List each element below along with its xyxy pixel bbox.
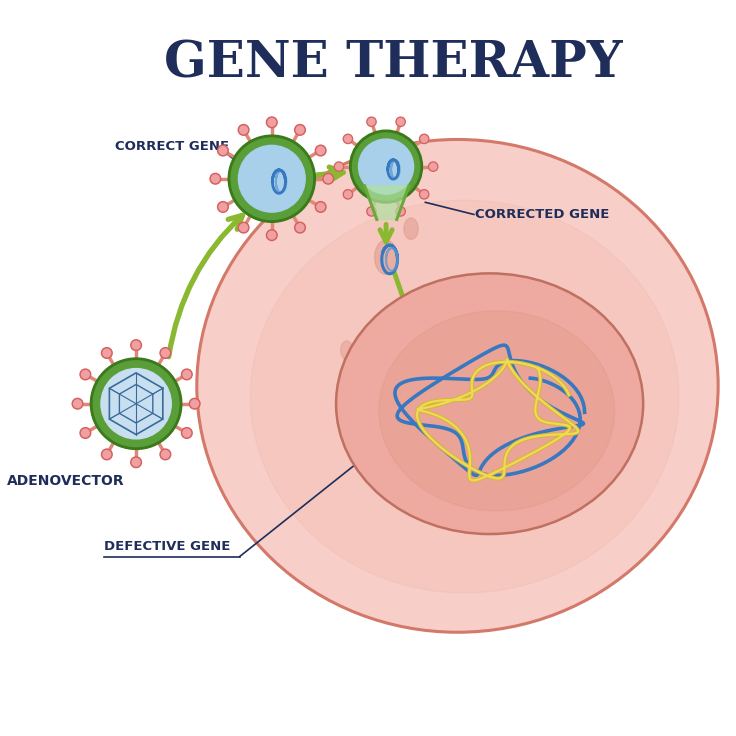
Circle shape xyxy=(420,190,429,199)
Circle shape xyxy=(102,347,112,358)
Circle shape xyxy=(219,203,227,210)
Ellipse shape xyxy=(336,273,643,534)
Circle shape xyxy=(218,202,228,212)
Text: CORRECT GENE: CORRECT GENE xyxy=(115,140,229,153)
Circle shape xyxy=(182,369,192,380)
Polygon shape xyxy=(364,186,409,219)
Circle shape xyxy=(82,429,89,437)
Circle shape xyxy=(396,117,406,127)
Text: ADENOVECTOR: ADENOVECTOR xyxy=(7,474,125,488)
Ellipse shape xyxy=(406,290,452,317)
Circle shape xyxy=(74,400,82,408)
Circle shape xyxy=(368,118,375,125)
Circle shape xyxy=(93,361,179,447)
Circle shape xyxy=(296,126,304,134)
Circle shape xyxy=(103,349,110,357)
Circle shape xyxy=(268,118,276,126)
Circle shape xyxy=(228,135,315,222)
Circle shape xyxy=(102,449,112,460)
Text: NUCLEUS: NUCLEUS xyxy=(453,472,526,486)
Circle shape xyxy=(358,139,414,194)
Circle shape xyxy=(397,118,404,125)
Circle shape xyxy=(231,138,313,219)
Circle shape xyxy=(132,459,140,466)
Circle shape xyxy=(421,135,428,142)
Circle shape xyxy=(238,124,249,135)
Circle shape xyxy=(325,175,332,183)
Circle shape xyxy=(316,146,325,155)
Circle shape xyxy=(367,207,376,216)
Ellipse shape xyxy=(341,341,353,359)
Circle shape xyxy=(428,162,438,171)
Circle shape xyxy=(131,340,141,350)
Text: CORRECTED GENE: CORRECTED GENE xyxy=(475,208,609,221)
Circle shape xyxy=(344,191,351,198)
Ellipse shape xyxy=(353,367,369,391)
Circle shape xyxy=(80,369,91,380)
Circle shape xyxy=(160,347,171,358)
Ellipse shape xyxy=(197,139,718,632)
Circle shape xyxy=(161,349,169,357)
Circle shape xyxy=(266,230,277,241)
Circle shape xyxy=(343,190,353,199)
Circle shape xyxy=(266,117,277,127)
Circle shape xyxy=(397,208,404,215)
Circle shape xyxy=(420,134,429,144)
Ellipse shape xyxy=(379,311,615,511)
Circle shape xyxy=(72,398,83,409)
Circle shape xyxy=(183,370,191,378)
Circle shape xyxy=(160,449,171,460)
Circle shape xyxy=(183,429,191,437)
Circle shape xyxy=(132,342,140,349)
Circle shape xyxy=(421,191,428,198)
Circle shape xyxy=(238,222,249,233)
Circle shape xyxy=(91,358,182,450)
Circle shape xyxy=(315,202,326,212)
Circle shape xyxy=(182,428,192,439)
Circle shape xyxy=(344,135,351,142)
Circle shape xyxy=(294,124,305,135)
Circle shape xyxy=(131,457,141,467)
Ellipse shape xyxy=(573,317,613,347)
Circle shape xyxy=(82,370,89,378)
Ellipse shape xyxy=(375,240,397,275)
Circle shape xyxy=(368,208,375,215)
Circle shape xyxy=(323,174,333,184)
Circle shape xyxy=(353,133,420,200)
Circle shape xyxy=(268,231,276,239)
Circle shape xyxy=(240,126,247,134)
Circle shape xyxy=(210,174,221,184)
Text: GENE THERAPY: GENE THERAPY xyxy=(164,40,623,88)
Circle shape xyxy=(350,130,422,203)
Circle shape xyxy=(189,398,200,409)
Circle shape xyxy=(315,145,326,156)
Circle shape xyxy=(396,207,406,216)
Circle shape xyxy=(294,222,305,233)
Circle shape xyxy=(316,203,325,210)
Circle shape xyxy=(219,146,227,155)
Text: DEFECTIVE GENE: DEFECTIVE GENE xyxy=(104,540,230,553)
Circle shape xyxy=(367,117,376,127)
Circle shape xyxy=(296,224,304,231)
Circle shape xyxy=(191,400,199,408)
Circle shape xyxy=(218,145,228,156)
Circle shape xyxy=(101,369,171,439)
Circle shape xyxy=(240,224,247,231)
Circle shape xyxy=(238,146,305,212)
Circle shape xyxy=(430,163,436,170)
Circle shape xyxy=(334,162,344,171)
Circle shape xyxy=(343,134,353,144)
Ellipse shape xyxy=(250,200,679,593)
Circle shape xyxy=(80,428,91,439)
Circle shape xyxy=(161,450,169,459)
Circle shape xyxy=(211,175,219,183)
Circle shape xyxy=(103,450,110,459)
Ellipse shape xyxy=(404,218,418,239)
Circle shape xyxy=(336,163,342,170)
